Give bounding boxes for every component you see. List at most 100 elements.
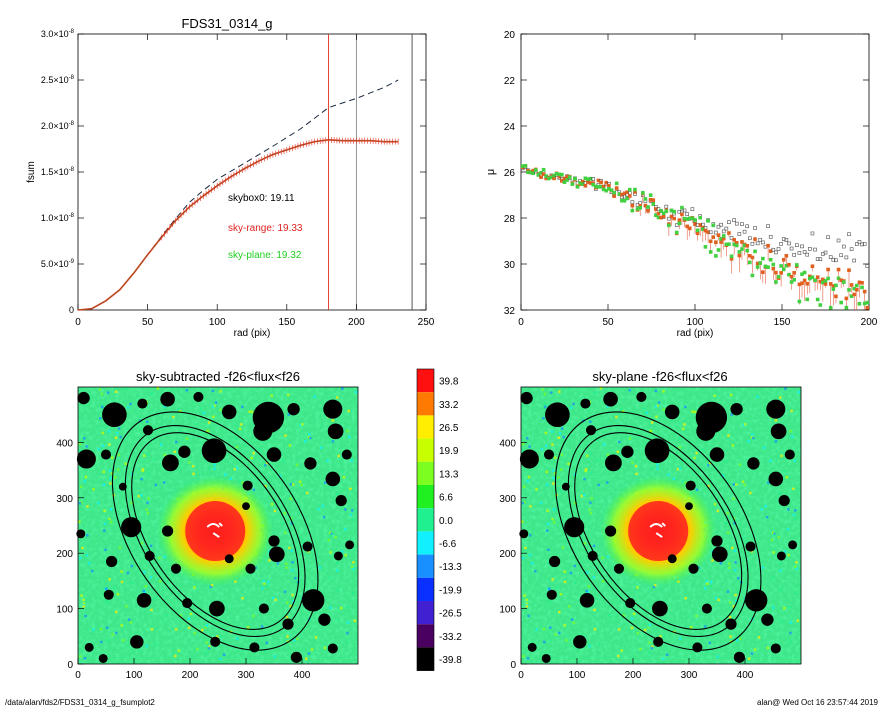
map-pixel	[278, 474, 282, 478]
mu-point	[841, 280, 846, 284]
map-pixel	[522, 655, 525, 658]
masked-star	[545, 402, 570, 428]
map-pixel	[691, 410, 694, 413]
map-pixel	[534, 569, 537, 573]
map-pixel	[794, 591, 798, 594]
mu-point	[721, 234, 726, 238]
colorbar-swatch	[417, 369, 434, 393]
masked-star	[242, 480, 253, 491]
map-pixel	[734, 593, 737, 597]
map-pixel	[761, 566, 765, 569]
masked-star	[541, 653, 551, 663]
map-pixel	[792, 513, 796, 517]
map-x-tick-label: 400	[294, 670, 311, 681]
mu-point	[750, 255, 755, 260]
map-pixel	[732, 483, 736, 486]
map-pixel	[568, 605, 571, 608]
map-pixel	[317, 507, 320, 511]
map-pixel	[147, 497, 150, 500]
map-pixel	[84, 614, 87, 618]
mu-point	[768, 235, 773, 239]
map-pixel	[606, 453, 610, 456]
aperture-ellipse	[124, 425, 306, 638]
mu-point	[828, 282, 833, 286]
map-pixel	[130, 501, 133, 505]
mu-point	[667, 216, 671, 221]
map-pixel	[622, 614, 625, 617]
masked-star	[770, 423, 787, 440]
map-pixel	[320, 446, 323, 449]
mu-point	[523, 164, 528, 168]
map-pixel	[711, 559, 714, 562]
map-pixel	[636, 586, 639, 589]
map-pixel	[285, 566, 288, 569]
map-pixel	[264, 484, 267, 488]
mu-point	[766, 224, 770, 228]
mu-point	[674, 223, 679, 228]
map-pixel	[331, 419, 335, 422]
map-pixel	[706, 582, 709, 585]
mu-point	[797, 299, 802, 304]
map-pixel	[346, 429, 349, 433]
mu-point	[745, 248, 750, 253]
mu-point	[860, 242, 864, 247]
map-pixel	[106, 391, 110, 394]
mu-point	[588, 176, 593, 181]
mu-point	[714, 230, 718, 235]
map-pixel	[285, 562, 288, 565]
map-pixel	[252, 451, 255, 455]
map-pixel	[559, 592, 563, 596]
mu-point	[614, 186, 619, 190]
map-pixel	[588, 508, 592, 511]
map-pixel	[713, 394, 716, 397]
map-pixel	[213, 467, 216, 470]
mu-point	[800, 244, 804, 249]
map-pixel	[598, 643, 601, 646]
mu-point	[711, 235, 716, 239]
map-pixel	[599, 387, 603, 390]
map-pixel	[774, 419, 778, 422]
mu-point	[737, 253, 742, 258]
map-frame	[520, 386, 802, 665]
map-pixel	[793, 565, 797, 569]
map-pixel	[352, 567, 355, 571]
mu-point	[734, 243, 739, 248]
map-pixel	[728, 601, 732, 604]
map-pixel	[523, 594, 526, 597]
mu-point	[766, 265, 770, 270]
map-pixel	[792, 487, 795, 491]
map-pixel	[174, 628, 178, 631]
map-pixel	[349, 513, 353, 517]
mu-point	[862, 242, 867, 246]
map-pixel	[124, 387, 127, 391]
map-pixel	[779, 588, 783, 592]
mu-point	[656, 211, 661, 216]
masked-star	[585, 425, 597, 436]
masked-star	[118, 482, 127, 491]
map-pixel	[656, 404, 659, 408]
masked-star	[327, 643, 338, 654]
map-pixel	[527, 614, 530, 618]
map-pixel	[150, 628, 154, 631]
map-pixel	[590, 497, 593, 500]
map-pixel	[208, 645, 211, 648]
map-pixel	[695, 614, 698, 618]
map-pixel	[163, 453, 167, 456]
map-pixel	[216, 635, 219, 638]
map-pixel	[552, 508, 556, 511]
colorbar-label: -19.9	[439, 585, 462, 596]
map-pixel	[78, 449, 82, 452]
mu-point	[810, 275, 815, 280]
mu-point	[719, 240, 723, 244]
mu-panel: 0 50 100 150 200 20 22 24 26 28 30 32 rad (pix) μ	[485, 30, 878, 339]
mu-point	[813, 278, 817, 283]
map-pixel	[252, 614, 255, 618]
map-pixel	[78, 520, 81, 523]
mu-point	[727, 231, 731, 235]
mu-point	[685, 212, 689, 216]
colorbar-label: 6.6	[439, 493, 453, 504]
map-pixel	[741, 480, 745, 483]
map-pixel	[235, 637, 239, 640]
map-pixel	[302, 540, 305, 544]
map-pixel	[329, 534, 333, 537]
